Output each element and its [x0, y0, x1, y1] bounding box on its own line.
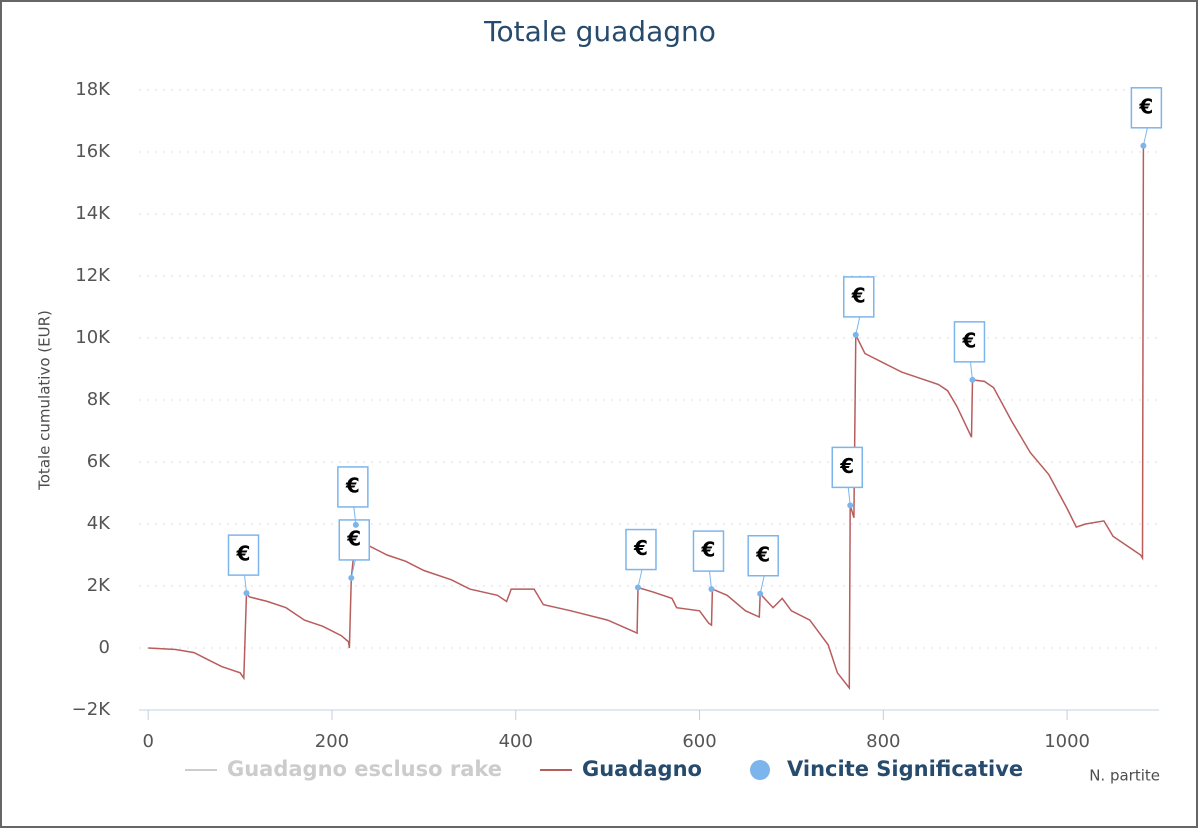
flag-connector — [637, 569, 643, 588]
flag-label: € — [701, 538, 716, 562]
y-tick-label: 12K — [75, 265, 111, 286]
win-point — [969, 376, 976, 383]
flag-box — [1130, 87, 1163, 129]
win-point — [348, 574, 355, 581]
y-tick-label: −2K — [72, 699, 112, 720]
flag-box — [831, 446, 863, 489]
y-axis-title: Totale cumulativo (EUR) — [36, 310, 54, 491]
flag-connector — [855, 316, 861, 336]
x-axis-title: N. partite — [1089, 767, 1160, 785]
flag-connector — [353, 506, 357, 525]
x-tick-label: 800 — [866, 731, 900, 752]
flag-connector — [759, 575, 765, 594]
flag-label: € — [755, 542, 770, 566]
flag-connector — [1142, 127, 1148, 146]
x-tick-label: 1000 — [1044, 731, 1090, 752]
win-point — [634, 584, 641, 591]
y-tick-label: 14K — [75, 203, 111, 224]
flag-connector — [847, 487, 851, 506]
flag-box — [692, 530, 725, 572]
win-point — [847, 502, 854, 509]
x-tick-label: 200 — [315, 731, 349, 752]
legend-symbol — [750, 760, 770, 780]
flag-label: € — [346, 526, 361, 550]
flag-box — [227, 534, 260, 576]
chart-title: Totale guadagno — [483, 15, 716, 48]
flag-label: € — [1138, 94, 1153, 118]
legend-label[interactable]: Guadagno — [582, 757, 702, 781]
flag-label: € — [851, 283, 866, 307]
y-tick-label: 2K — [87, 575, 111, 596]
y-tick-label: 4K — [87, 513, 111, 534]
flag-label: € — [839, 454, 854, 478]
x-tick-label: 400 — [499, 731, 533, 752]
y-tick-label: 8K — [87, 389, 111, 410]
flag-label: € — [961, 328, 976, 352]
flag-box — [953, 321, 986, 363]
y-tick-label: 18K — [75, 79, 111, 100]
flag-box — [747, 535, 779, 577]
win-point — [352, 521, 359, 528]
win-point — [243, 590, 250, 597]
win-point — [757, 590, 764, 597]
flag-label: € — [345, 473, 360, 497]
win-point — [1140, 142, 1147, 149]
flag-box — [337, 466, 369, 508]
flag-box — [843, 276, 875, 318]
x-tick-label: 600 — [682, 731, 716, 752]
flag-box — [625, 528, 657, 571]
y-tick-label: 0 — [99, 637, 110, 658]
legend-label[interactable]: Vincite Significative — [787, 757, 1023, 781]
y-tick-label: 6K — [87, 451, 111, 472]
win-point — [852, 331, 859, 338]
y-tick-label: 10K — [75, 327, 111, 348]
flag-connector — [350, 559, 356, 579]
flag-connector — [969, 361, 973, 380]
flag-label: € — [236, 542, 251, 566]
flag-label: € — [633, 536, 648, 560]
legend-label[interactable]: Guadagno escluso rake — [227, 757, 502, 781]
y-tick-label: 16K — [75, 141, 111, 162]
flag-connector — [244, 575, 248, 594]
series-line — [148, 145, 1145, 691]
x-tick-label: 0 — [142, 731, 153, 752]
win-point — [708, 586, 715, 593]
flag-connector — [708, 571, 712, 590]
